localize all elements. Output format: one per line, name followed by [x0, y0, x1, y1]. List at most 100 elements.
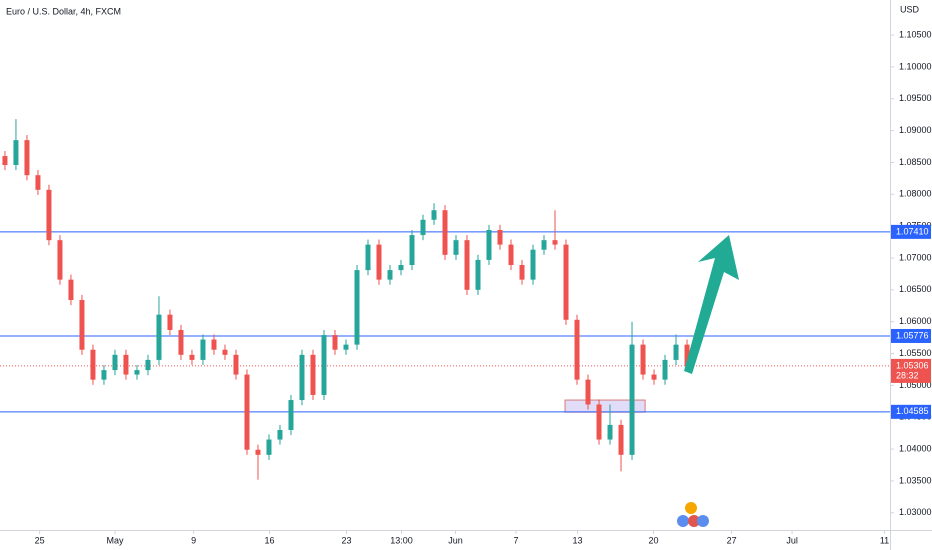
candle-body — [277, 429, 283, 440]
candle-body — [35, 175, 41, 190]
arrow — [684, 235, 739, 374]
candle-body — [684, 344, 690, 366]
candle-body — [431, 210, 437, 220]
candle-body — [310, 354, 316, 395]
candle-body — [244, 374, 250, 450]
candle-body — [332, 335, 338, 350]
x-tick-label: Jun — [448, 535, 463, 545]
candle-body — [376, 244, 382, 280]
chart-title: Euro / U.S. Dollar, 4h, FXCM — [6, 6, 121, 16]
candle-body — [343, 344, 349, 350]
event-icon — [697, 515, 709, 527]
x-tick-label: 23 — [342, 535, 352, 545]
candle-body — [354, 270, 360, 345]
candle-body — [46, 189, 52, 241]
y-tick-label: 1.05000 — [899, 380, 932, 390]
candle-body — [475, 259, 481, 290]
candle-body — [200, 339, 206, 360]
candle-body — [519, 265, 525, 280]
candle-body — [79, 300, 85, 350]
y-tick-label: 1.06000 — [899, 316, 932, 326]
y-axis-label: USD — [900, 4, 920, 14]
level-label: 1.05776 — [896, 330, 929, 340]
x-tick-label: 7 — [513, 535, 518, 545]
y-tick-label: 1.10500 — [899, 29, 932, 39]
countdown: 28:32 — [896, 370, 919, 380]
candle-body — [464, 240, 470, 290]
y-tick-label: 1.03000 — [899, 507, 932, 517]
candle-body — [167, 314, 173, 330]
y-tick-label: 1.05500 — [899, 348, 932, 358]
candle-body — [90, 349, 96, 380]
candle-body — [321, 335, 327, 395]
candle-body — [398, 265, 404, 271]
candle-body — [123, 354, 129, 375]
last-price-label: 1.05306 — [896, 360, 929, 370]
plot — [0, 119, 890, 480]
y-tick-label: 1.06500 — [899, 284, 932, 294]
candle-body — [255, 449, 261, 455]
candle-body — [629, 344, 635, 455]
event-icon — [677, 515, 689, 527]
candle-body — [497, 229, 503, 245]
level-label-box — [891, 404, 931, 419]
candle-body — [178, 329, 184, 355]
event-icon — [688, 515, 700, 527]
last-price-box — [891, 358, 931, 383]
candle-body — [420, 219, 426, 236]
candle-body — [101, 370, 107, 380]
candle-body — [486, 229, 492, 260]
level-label: 1.07410 — [896, 226, 929, 236]
candle-body — [442, 210, 448, 255]
y-tick-label: 1.08000 — [899, 189, 932, 199]
candle-body — [552, 240, 558, 245]
x-tick-label: Jul — [786, 535, 798, 545]
x-tick-label: 9 — [191, 535, 196, 545]
candle-body — [673, 344, 679, 360]
candle-body — [596, 404, 602, 440]
candle-body — [409, 235, 415, 265]
candle-body — [211, 339, 217, 350]
y-tick-label: 1.03500 — [899, 475, 932, 485]
candle-body — [662, 359, 668, 380]
candle-body — [145, 359, 151, 371]
candle-body — [508, 244, 514, 265]
candle-body — [222, 349, 228, 355]
x-tick-label: 11 — [880, 535, 889, 545]
candle-body — [57, 240, 63, 280]
candle-body — [233, 354, 239, 375]
x-tick-label: 27 — [727, 535, 737, 545]
x-tick-label: 13 — [573, 535, 583, 545]
candle-body — [189, 354, 195, 360]
candle-body — [387, 270, 393, 280]
candle-body — [13, 140, 19, 165]
candle-body — [574, 319, 580, 380]
x-tick-label: 16 — [265, 535, 275, 545]
level-label: 1.04585 — [896, 406, 929, 416]
candle-body — [68, 279, 74, 301]
candle-body — [651, 374, 657, 380]
y-tick-label: 1.07000 — [899, 252, 932, 262]
event-icon — [685, 502, 697, 514]
candle-body — [266, 439, 272, 455]
y-tick-label: 1.10000 — [899, 61, 932, 71]
level-label-box — [891, 224, 931, 239]
candle-body — [607, 424, 613, 440]
candle-body — [365, 244, 371, 271]
y-tick-label: 1.09000 — [899, 125, 932, 135]
candle-body — [24, 140, 30, 176]
candle-body — [134, 370, 140, 375]
candle-body — [530, 249, 536, 280]
candle-body — [156, 314, 162, 360]
x-tick-label: May — [106, 535, 124, 545]
candle-body — [640, 344, 646, 375]
x-tick-label: 13:00 — [390, 535, 413, 545]
candle-body — [453, 240, 459, 255]
candle-body — [288, 400, 294, 430]
candle-body — [2, 156, 8, 165]
x-tick-label: 25 — [35, 535, 45, 545]
candle-body — [541, 240, 547, 250]
candle-body — [585, 379, 591, 405]
candle-body — [563, 244, 569, 320]
